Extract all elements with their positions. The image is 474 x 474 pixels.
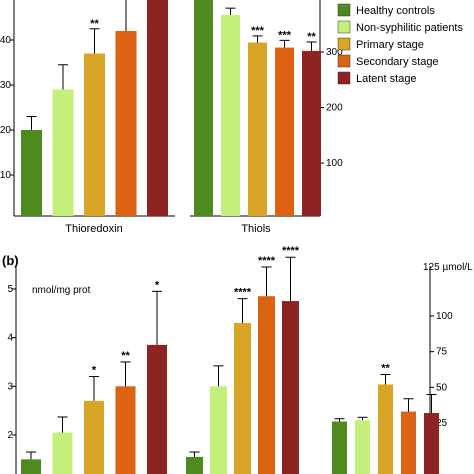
significance-panel-b-left-3: ** bbox=[121, 350, 130, 362]
significance-thiols-4: ** bbox=[307, 31, 316, 43]
significance-panel-b-middle-3: **** bbox=[258, 255, 276, 267]
ytick-label-panel-b-left-0: 2 bbox=[7, 430, 13, 441]
legend-swatch-3 bbox=[337, 54, 351, 68]
panel-b-left-unit: nmol/mg prot bbox=[32, 285, 91, 296]
bar-panel-b-middle-2 bbox=[234, 322, 251, 474]
legend-swatch-2 bbox=[337, 37, 351, 51]
bar-thiols-3 bbox=[275, 47, 294, 217]
significance-thiols-3: *** bbox=[278, 29, 292, 41]
bar-thiols-1 bbox=[221, 14, 240, 216]
thioredoxin-chart: Thioredoxin 10 20 30 40 ** bbox=[0, 0, 175, 235]
bar-panel-b-right-1 bbox=[355, 420, 370, 474]
bar-panel-b-right-0 bbox=[332, 421, 347, 474]
bar-thioredoxin-1 bbox=[52, 89, 74, 216]
bar-thiols-0 bbox=[194, 0, 213, 217]
panel-b-charts: nmol/mg prot 125 µmol/L 2345255075100***… bbox=[7, 245, 473, 474]
ytick-label-thioredoxin-3: 40 bbox=[0, 35, 11, 46]
bar-thioredoxin-0 bbox=[21, 130, 42, 216]
legend: Healthy controls Non-syphilitic patients P… bbox=[337, 3, 463, 85]
bar-thiols-4 bbox=[302, 50, 321, 216]
bar-panel-b-left-3 bbox=[115, 386, 136, 474]
ytick-label-thiols-2: 300 bbox=[326, 47, 343, 58]
bar-panel-b-left-2 bbox=[84, 400, 104, 474]
bar-panel-b-right-3 bbox=[401, 411, 416, 474]
thioredoxin-label: Thioredoxin bbox=[65, 223, 122, 235]
ytick-label-thioredoxin-1: 20 bbox=[0, 125, 11, 136]
ytick-label-panel-b-left-3: 5 bbox=[7, 284, 13, 295]
ytick-label-panel-b-left-1: 3 bbox=[7, 381, 13, 392]
legend-swatch-1 bbox=[337, 20, 351, 34]
bar-panel-b-left-4 bbox=[147, 344, 167, 474]
ytick-label-thioredoxin-2: 30 bbox=[0, 80, 11, 91]
significance-panel-b-middle-2: **** bbox=[234, 287, 252, 299]
bar-panel-b-right-4 bbox=[424, 413, 439, 474]
ytick-label-panel-b-right-3: 100 bbox=[436, 311, 453, 322]
ytick-label-thiols-0: 100 bbox=[326, 158, 343, 169]
bar-thioredoxin-4 bbox=[147, 0, 168, 216]
thiols-label: Thiols bbox=[241, 223, 271, 235]
ytick-label-panel-b-left-2: 4 bbox=[7, 333, 13, 344]
ytick-label-thioredoxin-0: 10 bbox=[0, 170, 11, 181]
ytick-label-panel-b-right-1: 50 bbox=[436, 382, 448, 393]
bar-panel-b-right-2 bbox=[378, 384, 393, 474]
ytick-label-panel-b-right-0: 25 bbox=[436, 418, 448, 429]
bar-panel-b-left-1 bbox=[52, 432, 73, 474]
legend-label-0: Healthy controls bbox=[356, 5, 435, 17]
legend-label-4: Latent stage bbox=[356, 73, 417, 85]
bar-thioredoxin-2 bbox=[84, 53, 105, 216]
bar-panel-b-left-0 bbox=[21, 459, 41, 474]
ytick-label-thiols-1: 200 bbox=[326, 103, 343, 114]
legend-label-2: Primary stage bbox=[356, 39, 424, 51]
significance-panel-b-left-2: * bbox=[92, 365, 97, 377]
panel-b-label: (b) bbox=[2, 253, 19, 268]
bar-panel-b-middle-1 bbox=[210, 386, 227, 474]
bar-panel-b-middle-0 bbox=[186, 456, 203, 474]
significance-panel-b-left-4: * bbox=[155, 279, 160, 291]
bar-thiols-2 bbox=[248, 42, 267, 216]
legend-label-3: Secondary stage bbox=[356, 56, 439, 68]
legend-swatch-4 bbox=[337, 71, 351, 85]
bar-panel-b-middle-4 bbox=[282, 301, 299, 474]
significance-thioredoxin-2: ** bbox=[90, 18, 99, 30]
bar-panel-b-middle-3 bbox=[258, 296, 275, 474]
significance-thiols-2: *** bbox=[251, 25, 265, 37]
panel-b-right-unit: 125 µmol/L bbox=[423, 262, 473, 273]
legend-swatch-0 bbox=[337, 3, 351, 17]
legend-label-1: Non-syphilitic patients bbox=[356, 22, 463, 34]
significance-panel-b-middle-4: **** bbox=[282, 245, 300, 257]
ytick-label-panel-b-right-2: 75 bbox=[436, 347, 448, 358]
significance-panel-b-right-2: ** bbox=[381, 362, 390, 374]
bar-thioredoxin-3 bbox=[115, 31, 137, 216]
